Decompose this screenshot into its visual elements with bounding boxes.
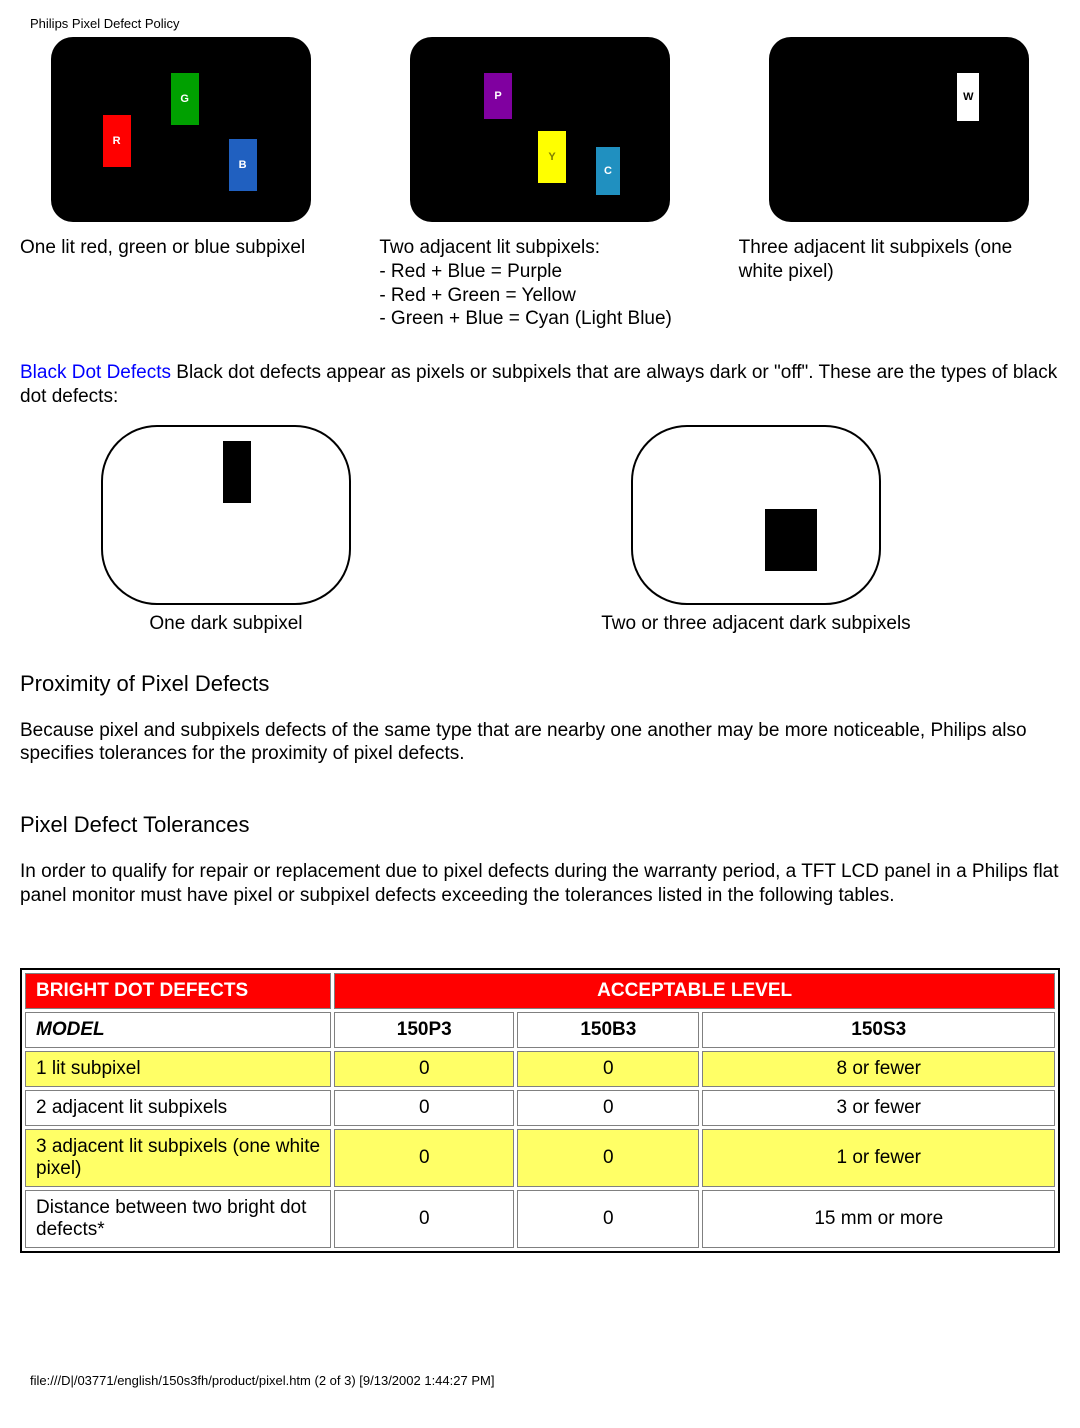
table-cell: 8 or fewer (702, 1051, 1055, 1087)
table-cell: 1 or fewer (702, 1129, 1055, 1187)
black-dot-text: Black dot defects appear as pixels or su… (20, 362, 1057, 407)
subpixel-c: C (596, 147, 620, 195)
bright-caption-line: - Red + Blue = Purple (379, 260, 700, 284)
dark-caption-2: Two or three adjacent dark subpixels (452, 613, 1060, 635)
dark-diagram-1 (101, 425, 351, 605)
table-header-right: ACCEPTABLE LEVEL (334, 973, 1055, 1009)
table-cell: 0 (517, 1090, 699, 1126)
bright-col-3: W Three adjacent lit subpixels (one whit… (739, 37, 1060, 331)
dark-subpixel-block (765, 509, 817, 571)
bright-caption-3: Three adjacent lit subpixels (one white … (739, 236, 1060, 284)
dark-diagram-2 (631, 425, 881, 605)
table-row: 2 adjacent lit subpixels003 or fewer (25, 1090, 1055, 1126)
table-model-col: 150B3 (517, 1012, 699, 1048)
bright-caption-1: One lit red, green or blue subpixel (20, 236, 341, 260)
bright-caption-line: Two adjacent lit subpixels: (379, 236, 700, 260)
dark-subpixel-block (223, 441, 251, 503)
proximity-heading: Proximity of Pixel Defects (20, 671, 1060, 697)
subpixel-g: G (171, 73, 199, 125)
bright-caption-line: - Green + Blue = Cyan (Light Blue) (379, 307, 700, 331)
bright-col-1: RGB One lit red, green or blue subpixel (20, 37, 341, 331)
table-row-label: 2 adjacent lit subpixels (25, 1090, 331, 1126)
table-cell: 0 (517, 1190, 699, 1248)
table-row: 1 lit subpixel008 or fewer (25, 1051, 1055, 1087)
table-cell: 0 (334, 1090, 514, 1126)
subpixel-r: R (103, 115, 131, 167)
tolerances-paragraph: In order to qualify for repair or replac… (20, 860, 1060, 908)
dark-col-1: One dark subpixel (20, 425, 432, 635)
black-dot-paragraph: Black Dot Defects Black dot defects appe… (20, 361, 1060, 409)
subpixel-p: P (484, 73, 512, 119)
table-row: 3 adjacent lit subpixels (one white pixe… (25, 1129, 1055, 1187)
table-model-label: MODEL (25, 1012, 331, 1048)
bright-diagram-pyc: PYC (410, 37, 670, 222)
dark-caption-1: One dark subpixel (20, 613, 432, 635)
tolerances-table: BRIGHT DOT DEFECTSACCEPTABLE LEVELMODEL1… (20, 968, 1060, 1253)
table-cell: 0 (334, 1051, 514, 1087)
table-row: Distance between two bright dot defects*… (25, 1190, 1055, 1248)
bright-diagram-white: W (769, 37, 1029, 222)
table-row-label: Distance between two bright dot defects* (25, 1190, 331, 1248)
black-dot-term: Black Dot Defects (20, 362, 171, 383)
bright-col-2: PYC Two adjacent lit subpixels:- Red + B… (379, 37, 700, 331)
dark-col-2: Two or three adjacent dark subpixels (452, 425, 1060, 635)
table-cell: 3 or fewer (702, 1090, 1055, 1126)
table-model-col: 150P3 (334, 1012, 514, 1048)
table-cell: 0 (517, 1129, 699, 1187)
bright-caption-2: Two adjacent lit subpixels:- Red + Blue … (379, 236, 700, 331)
page-header-title: Philips Pixel Defect Policy (30, 16, 1060, 31)
table-row-label: 1 lit subpixel (25, 1051, 331, 1087)
table-header-left: BRIGHT DOT DEFECTS (25, 973, 331, 1009)
table-cell: 15 mm or more (702, 1190, 1055, 1248)
table-cell: 0 (517, 1051, 699, 1087)
subpixel-b: B (229, 139, 257, 191)
table-model-col: 150S3 (702, 1012, 1055, 1048)
table-row-label: 3 adjacent lit subpixels (one white pixe… (25, 1129, 331, 1187)
page-footer: file:///D|/03771/english/150s3fh/product… (20, 1373, 1060, 1388)
proximity-paragraph: Because pixel and subpixels defects of t… (20, 719, 1060, 767)
subpixel-w: W (957, 73, 979, 121)
table-cell: 0 (334, 1129, 514, 1187)
bright-diagram-rgb: RGB (51, 37, 311, 222)
bright-caption-line: - Red + Green = Yellow (379, 284, 700, 308)
tolerances-heading: Pixel Defect Tolerances (20, 812, 1060, 838)
subpixel-y: Y (538, 131, 566, 183)
table-cell: 0 (334, 1190, 514, 1248)
dark-defect-row: One dark subpixel Two or three adjacent … (20, 425, 1060, 635)
bright-defect-row: RGB One lit red, green or blue subpixel … (20, 37, 1060, 331)
